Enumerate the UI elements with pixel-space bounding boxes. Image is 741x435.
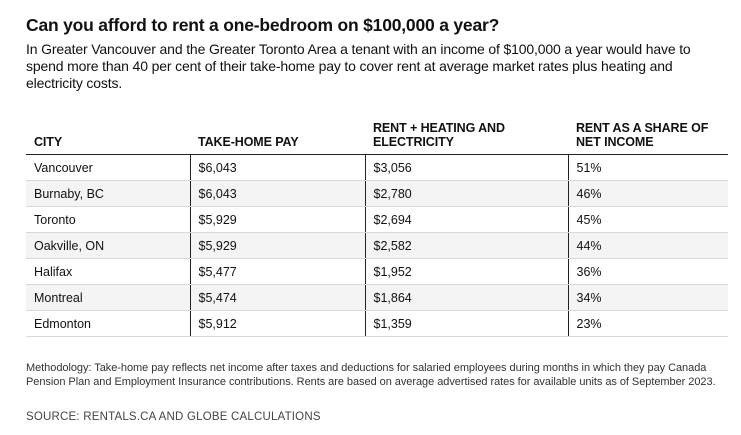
chart-container: Can you afford to rent a one-bedroom on … (26, 15, 728, 423)
column-header-rent-heating-electricity: RENT + HEATING AND ELECTRICITY (365, 119, 568, 155)
city-cell: Burnaby, BC (26, 180, 190, 207)
rent-share-cell: 45% (567, 206, 728, 233)
take-home-pay-cell: $6,043 (189, 154, 365, 181)
table-row: Oakville, ON $5,929 $2,582 44% (26, 232, 728, 259)
rent-cost-cell: $2,582 (364, 232, 568, 259)
rent-share-cell: 44% (567, 232, 728, 259)
take-home-pay-cell: $5,929 (189, 232, 365, 259)
rent-cost-cell: $1,952 (364, 258, 568, 285)
rent-share-cell: 23% (567, 310, 728, 337)
take-home-pay-cell: $5,474 (189, 284, 365, 311)
table-row: Edmonton $5,912 $1,359 23% (26, 310, 728, 337)
table-row: Montreal $5,474 $1,864 34% (26, 284, 728, 311)
city-cell: Toronto (26, 206, 190, 233)
rent-cost-cell: $1,359 (364, 310, 568, 337)
table-row: Halifax $5,477 $1,952 36% (26, 258, 728, 285)
take-home-pay-cell: $5,929 (189, 206, 365, 233)
methodology-note: Methodology: Take-home pay reflects net … (26, 362, 716, 388)
take-home-pay-cell: $5,477 (189, 258, 365, 285)
take-home-pay-cell: $6,043 (189, 180, 365, 207)
city-cell: Montreal (26, 284, 190, 311)
take-home-pay-cell: $5,912 (189, 310, 365, 337)
table-row: Burnaby, BC $6,043 $2,780 46% (26, 180, 728, 207)
chart-title: Can you afford to rent a one-bedroom on … (26, 15, 500, 35)
rent-share-cell: 51% (567, 154, 728, 181)
source-note: SOURCE: RENTALS.CA AND GLOBE CALCULATION… (26, 411, 321, 423)
rent-share-cell: 36% (567, 258, 728, 285)
table-body: Vancouver $6,043 $3,056 51% Burnaby, BC $6,04… (26, 154, 728, 337)
rent-cost-cell: $2,780 (364, 180, 568, 207)
table-row: Toronto $5,929 $2,694 45% (26, 206, 728, 233)
city-cell: Halifax (26, 258, 190, 285)
column-header-rent-share: RENT AS A SHARE OF NET INCOME (568, 119, 728, 155)
rent-cost-cell: $3,056 (364, 154, 568, 181)
data-table: CITY TAKE-HOME PAY RENT + HEATING AND EL… (26, 119, 728, 337)
city-cell: Edmonton (26, 310, 190, 337)
rent-cost-cell: $2,694 (364, 206, 568, 233)
column-header-city: CITY (26, 119, 190, 155)
rent-cost-cell: $1,864 (364, 284, 568, 311)
rent-share-cell: 34% (567, 284, 728, 311)
table-row: Vancouver $6,043 $3,056 51% (26, 154, 728, 181)
city-cell: Vancouver (26, 154, 190, 181)
rent-share-cell: 46% (567, 180, 728, 207)
table-header-row: CITY TAKE-HOME PAY RENT + HEATING AND EL… (26, 119, 728, 155)
city-cell: Oakville, ON (26, 232, 190, 259)
column-header-take-home-pay: TAKE-HOME PAY (190, 119, 365, 155)
chart-subtitle: In Greater Vancouver and the Greater Tor… (26, 41, 691, 91)
